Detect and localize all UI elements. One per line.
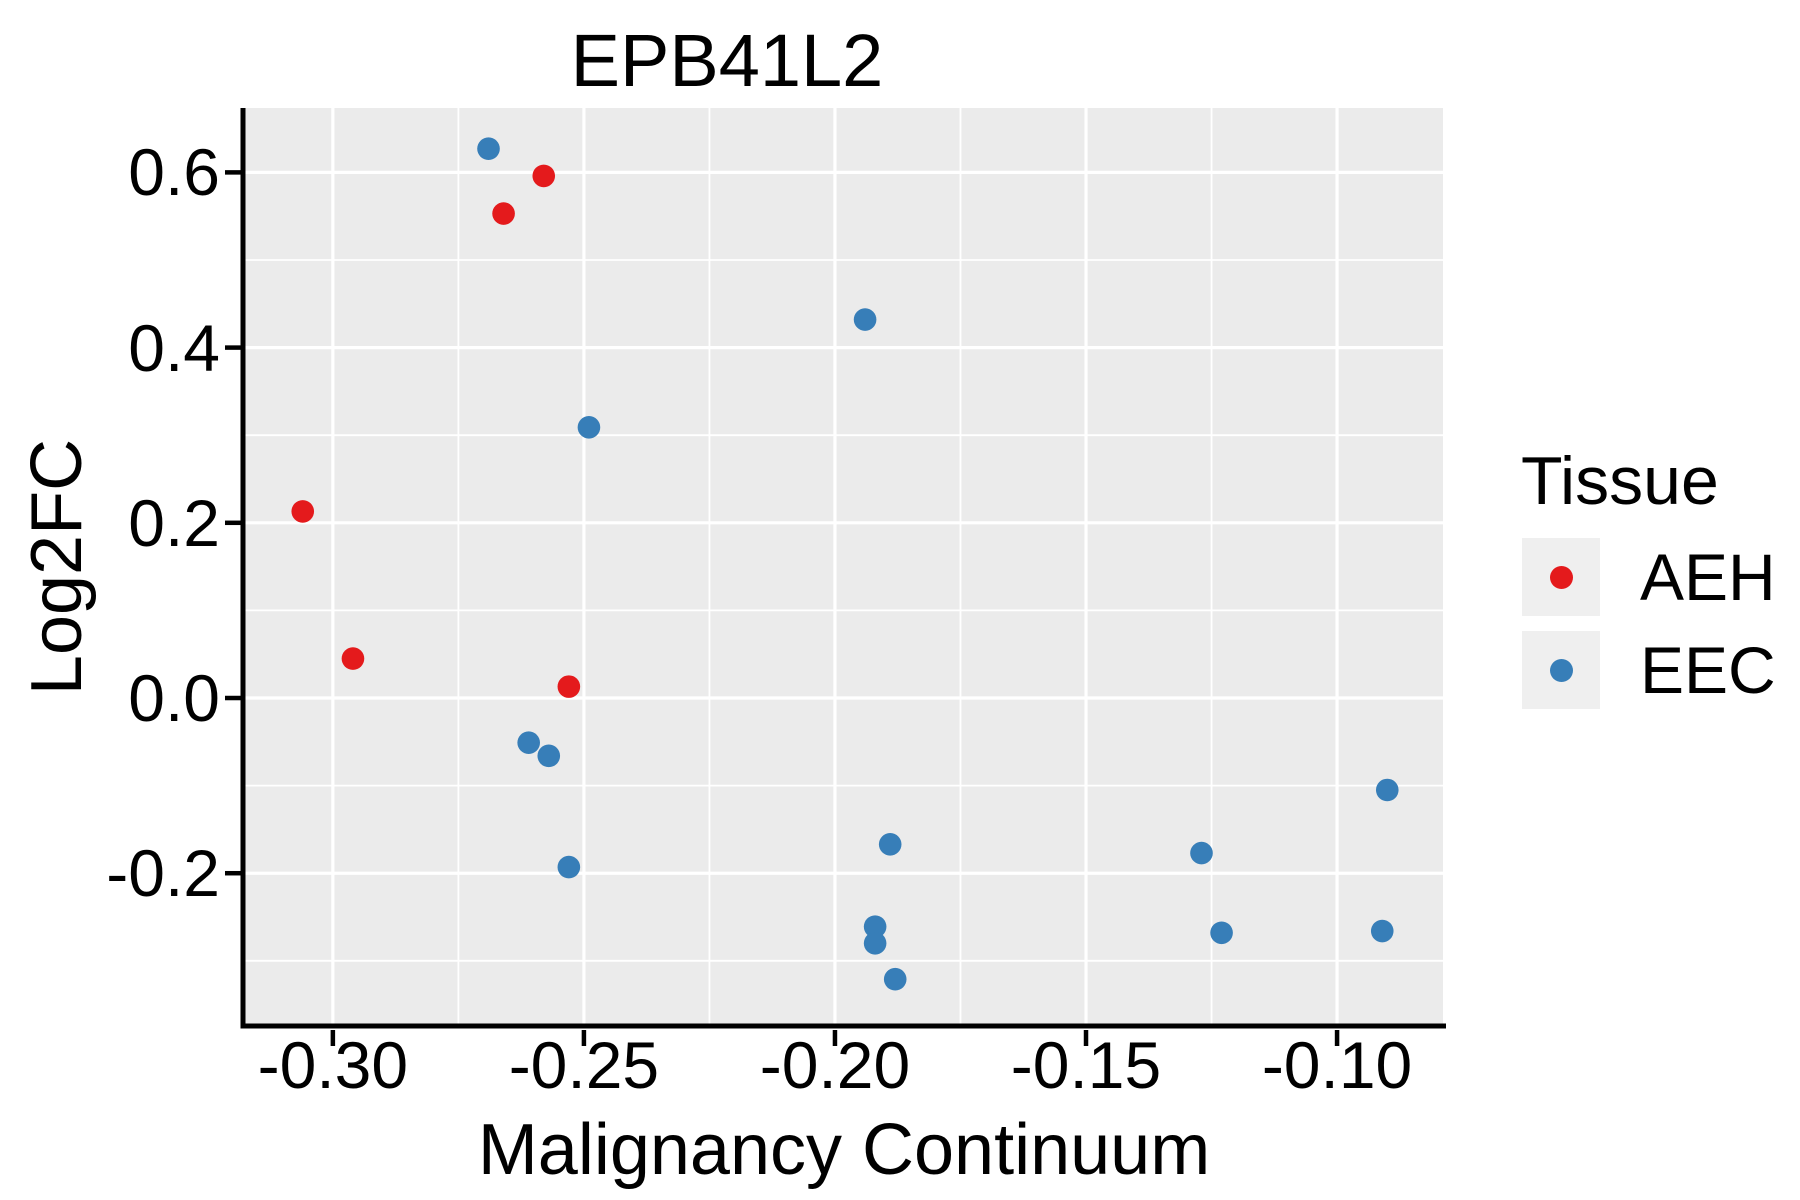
legend-key-box — [1522, 538, 1600, 616]
eec-dot-icon — [1549, 658, 1573, 682]
data-point-eec — [863, 915, 887, 938]
legend-label-aeh: AEH — [1640, 540, 1776, 614]
legend-label-eec: EEC — [1640, 633, 1776, 707]
data-point-eec — [853, 308, 877, 331]
x-tick-label: -0.20 — [759, 1028, 911, 1102]
data-point-aeh — [492, 202, 515, 225]
y-tick-label: -0.2 — [106, 836, 220, 911]
data-point-eec — [477, 137, 500, 161]
y-tick-label: 0.2 — [128, 485, 220, 560]
data-point-eec — [1190, 841, 1213, 865]
data-point-eec — [1210, 921, 1233, 945]
x-tick-label: -0.25 — [508, 1028, 660, 1102]
y-tick-label: 0.6 — [128, 135, 220, 210]
data-point-eec — [537, 744, 561, 768]
data-point-eec — [863, 932, 887, 955]
legend-key-box — [1522, 631, 1600, 709]
y-tick-label: 0.0 — [128, 661, 220, 735]
data-point-eec — [878, 833, 902, 856]
data-point-eec — [1370, 919, 1394, 943]
data-point-eec — [557, 855, 581, 879]
y-axis-title: Log2FC — [17, 438, 97, 696]
data-point-aeh — [532, 164, 556, 188]
data-point-aeh — [341, 647, 365, 670]
y-tick-label: 0.4 — [128, 310, 220, 385]
data-point-eec — [577, 416, 601, 439]
legend-item-aeh: AEH — [1522, 538, 1776, 616]
data-point-eec — [883, 967, 907, 991]
plot-title: EPB41L2 — [570, 19, 884, 102]
x-tick-label: -0.10 — [1261, 1028, 1413, 1102]
data-point-eec — [1375, 778, 1399, 802]
x-tick-label: -0.30 — [257, 1028, 409, 1102]
x-tick-label: -0.15 — [1010, 1028, 1162, 1102]
data-point-aeh — [291, 500, 315, 523]
plot-panel — [245, 108, 1443, 1026]
legend-title: Tissue — [1521, 443, 1719, 519]
x-axis-title: Malignancy Continuum — [477, 1110, 1211, 1190]
aeh-dot-icon — [1549, 565, 1573, 589]
data-point-eec — [517, 731, 540, 754]
legend-item-eec: EEC — [1522, 631, 1776, 709]
data-point-aeh — [557, 675, 581, 698]
